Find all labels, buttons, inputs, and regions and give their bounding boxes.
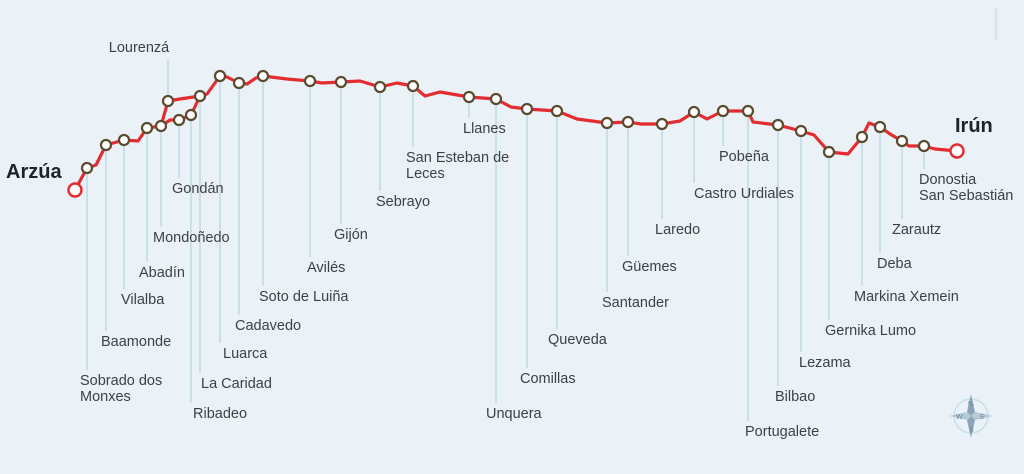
stop-marker-laredo[interactable] xyxy=(655,117,669,131)
stop-marker-markina-xemein[interactable] xyxy=(855,130,869,144)
stop-marker-sebrayo[interactable] xyxy=(373,80,387,94)
stop-marker-bilbao[interactable] xyxy=(771,118,785,132)
stop-label-deba[interactable]: Deba xyxy=(877,256,913,272)
stop-marker-santander[interactable] xyxy=(600,116,614,130)
stop-label-la-caridad[interactable]: La Caridad xyxy=(201,376,272,392)
stop-marker-guemes[interactable] xyxy=(621,115,635,129)
stop-marker-deba[interactable] xyxy=(873,120,887,134)
stop-marker-castro-urdiales[interactable] xyxy=(687,105,701,119)
stop-label-markina-xemein[interactable]: Markina Xemein xyxy=(854,289,959,305)
stop-marker-luarca[interactable] xyxy=(213,69,227,83)
stop-label-sebrayo[interactable]: Sebrayo xyxy=(376,194,430,210)
leader-lines xyxy=(86,60,925,421)
stop-label-comillas[interactable]: Comillas xyxy=(520,371,576,387)
stop-label-gijon[interactable]: Gijón xyxy=(334,227,368,243)
stop-label-portugalete[interactable]: Portugalete xyxy=(745,424,819,440)
stop-label-bilbao[interactable]: Bilbao xyxy=(775,389,815,405)
stop-label-soto-de-luina[interactable]: Soto de Luiña xyxy=(259,289,349,305)
stop-label-baamonde[interactable]: Baamonde xyxy=(101,334,171,350)
compass-n: N xyxy=(968,401,973,408)
stop-marker-llanes[interactable] xyxy=(462,90,476,104)
stop-label-zarautz[interactable]: Zarautz xyxy=(892,222,941,238)
stop-label-sobrado-dos-monxes[interactable]: Sobrado dos Monxes xyxy=(80,373,162,405)
stop-marker-abadin[interactable] xyxy=(140,121,154,135)
stop-label-queveda[interactable]: Queveda xyxy=(548,332,608,348)
compass-e: E xyxy=(980,414,985,421)
end-marker[interactable] xyxy=(949,143,965,159)
stop-label-gondan[interactable]: Gondán xyxy=(172,181,224,197)
stop-label-vilalba[interactable]: Vilalba xyxy=(121,292,165,308)
stop-label-santander[interactable]: Santander xyxy=(602,295,669,311)
stop-marker-gernika-lumo[interactable] xyxy=(822,145,836,159)
stop-marker-comillas[interactable] xyxy=(520,102,534,116)
stop-label-guemes[interactable]: Güemes xyxy=(622,259,677,275)
stop-label-cadavedo[interactable]: Cadavedo xyxy=(235,318,301,334)
stop-label-aviles[interactable]: Avilés xyxy=(307,260,345,276)
route-line xyxy=(73,74,959,192)
stop-marker-donostia-san-sebastian[interactable] xyxy=(917,139,931,153)
stop-label-castro-urdiales[interactable]: Castro Urdiales xyxy=(694,186,794,202)
stop-marker-aviles[interactable] xyxy=(303,74,317,88)
stop-label-unquera[interactable]: Unquera xyxy=(486,406,543,422)
stop-marker-baamonde[interactable] xyxy=(99,138,113,152)
stop-marker-cadavedo[interactable] xyxy=(232,76,246,90)
stop-marker-sobrado-dos-monxes[interactable] xyxy=(80,161,94,175)
stop-label-lezama[interactable]: Lezama xyxy=(799,355,852,371)
stop-marker-san-esteban-de-leces[interactable] xyxy=(406,79,420,93)
stop-marker-unquera[interactable] xyxy=(489,92,503,106)
stop-marker-gondan[interactable] xyxy=(172,113,186,127)
start-label[interactable]: Arzúa xyxy=(6,161,62,183)
stop-label-donostia-san-sebastian[interactable]: Donostia San Sebastián xyxy=(919,172,1013,204)
stop-label-laredo[interactable]: Laredo xyxy=(655,222,700,238)
stop-label-san-esteban-de-leces[interactable]: San Esteban de Leces xyxy=(406,150,509,182)
stop-label-luarca[interactable]: Luarca xyxy=(223,346,268,362)
stop-label-abadin[interactable]: Abadín xyxy=(139,265,185,281)
stop-marker-queveda[interactable] xyxy=(550,104,564,118)
stop-marker-lezama[interactable] xyxy=(794,124,808,138)
stop-marker-mondonedo[interactable] xyxy=(154,119,168,133)
stop-label-pobena[interactable]: Pobeña xyxy=(719,149,770,165)
stop-marker-gijon[interactable] xyxy=(334,75,348,89)
stop-label-gernika-lumo[interactable]: Gernika Lumo xyxy=(825,323,916,339)
stop-marker-ribadeo[interactable] xyxy=(184,108,198,122)
end-label[interactable]: Irún xyxy=(955,115,993,137)
stop-labels: Sobrado dos Monxes Baamonde Vilalba Abadín Mo… xyxy=(80,40,1013,440)
compass-w: W xyxy=(956,414,963,421)
compass-s: S xyxy=(969,427,974,434)
stop-label-ribadeo[interactable]: Ribadeo xyxy=(193,406,247,422)
start-marker[interactable] xyxy=(67,182,83,198)
stop-marker-pobena[interactable] xyxy=(716,104,730,118)
stop-marker-zarautz[interactable] xyxy=(895,134,909,148)
stop-marker-vilalba[interactable] xyxy=(117,133,131,147)
stop-label-lourenza[interactable]: Lourenzá xyxy=(109,40,170,56)
stop-marker-soto-de-luina[interactable] xyxy=(256,69,270,83)
stop-marker-lourenza[interactable] xyxy=(161,94,175,108)
stop-markers xyxy=(80,69,931,175)
compass-rose-icon: N E S W xyxy=(949,394,993,438)
stop-label-mondonedo[interactable]: Mondoñedo xyxy=(153,230,230,246)
stop-marker-la-caridad[interactable] xyxy=(193,89,207,103)
stop-label-llanes[interactable]: Llanes xyxy=(463,121,506,137)
stop-marker-portugalete[interactable] xyxy=(741,104,755,118)
